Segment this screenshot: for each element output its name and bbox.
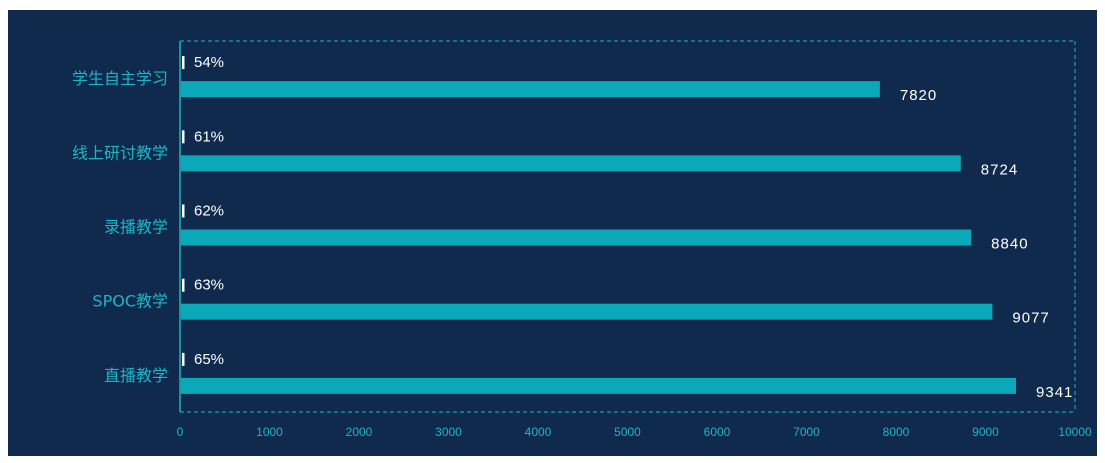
category-label: 录播教学 [104,218,168,237]
percentage-label: 54% [194,54,224,71]
value-label: 9341 [1036,384,1073,401]
category-label: 学生自主学习 [72,69,168,88]
bar-chart: 0 1000 2000 3000 4000 5000 6000 7000 8000 9000 100… [72,40,1092,439]
value-label: 9077 [1012,310,1049,327]
category-label: 直播教学 [104,366,168,385]
percentage-label: 65% [194,351,224,368]
value-label: 8724 [981,161,1018,178]
bar [181,81,880,98]
bar [181,229,972,246]
x-tick-label: 7000 [793,425,820,439]
marker-tick [182,56,185,70]
percentage-label: 63% [194,277,224,294]
bar [181,377,1017,394]
x-tick-label: 0 [177,425,184,439]
category-label: SPOC教学 [92,292,168,311]
value-label: 7820 [900,87,937,104]
percentage-label: 61% [194,128,224,145]
x-tick-label: 5000 [614,425,641,439]
chart-panel: 0 1000 2000 3000 4000 5000 6000 7000 8000 9000 100… [8,10,1097,456]
bar [181,303,993,320]
category-label: 线上研讨教学 [72,143,168,162]
x-tick-label: 2000 [346,425,373,439]
x-tick-label: 9000 [972,425,999,439]
x-tick-label: 10000 [1058,425,1092,439]
x-tick-label: 4000 [525,425,552,439]
x-tick-label: 3000 [435,425,462,439]
marker-tick [182,130,185,144]
value-label: 8840 [991,236,1028,253]
marker-tick [182,278,185,292]
percentage-label: 62% [194,203,224,220]
marker-tick [182,204,185,218]
x-tick-label: 8000 [883,425,910,439]
x-tick-label: 6000 [704,425,731,439]
marker-tick [182,352,185,366]
bar [181,155,961,172]
x-tick-label: 1000 [256,425,283,439]
